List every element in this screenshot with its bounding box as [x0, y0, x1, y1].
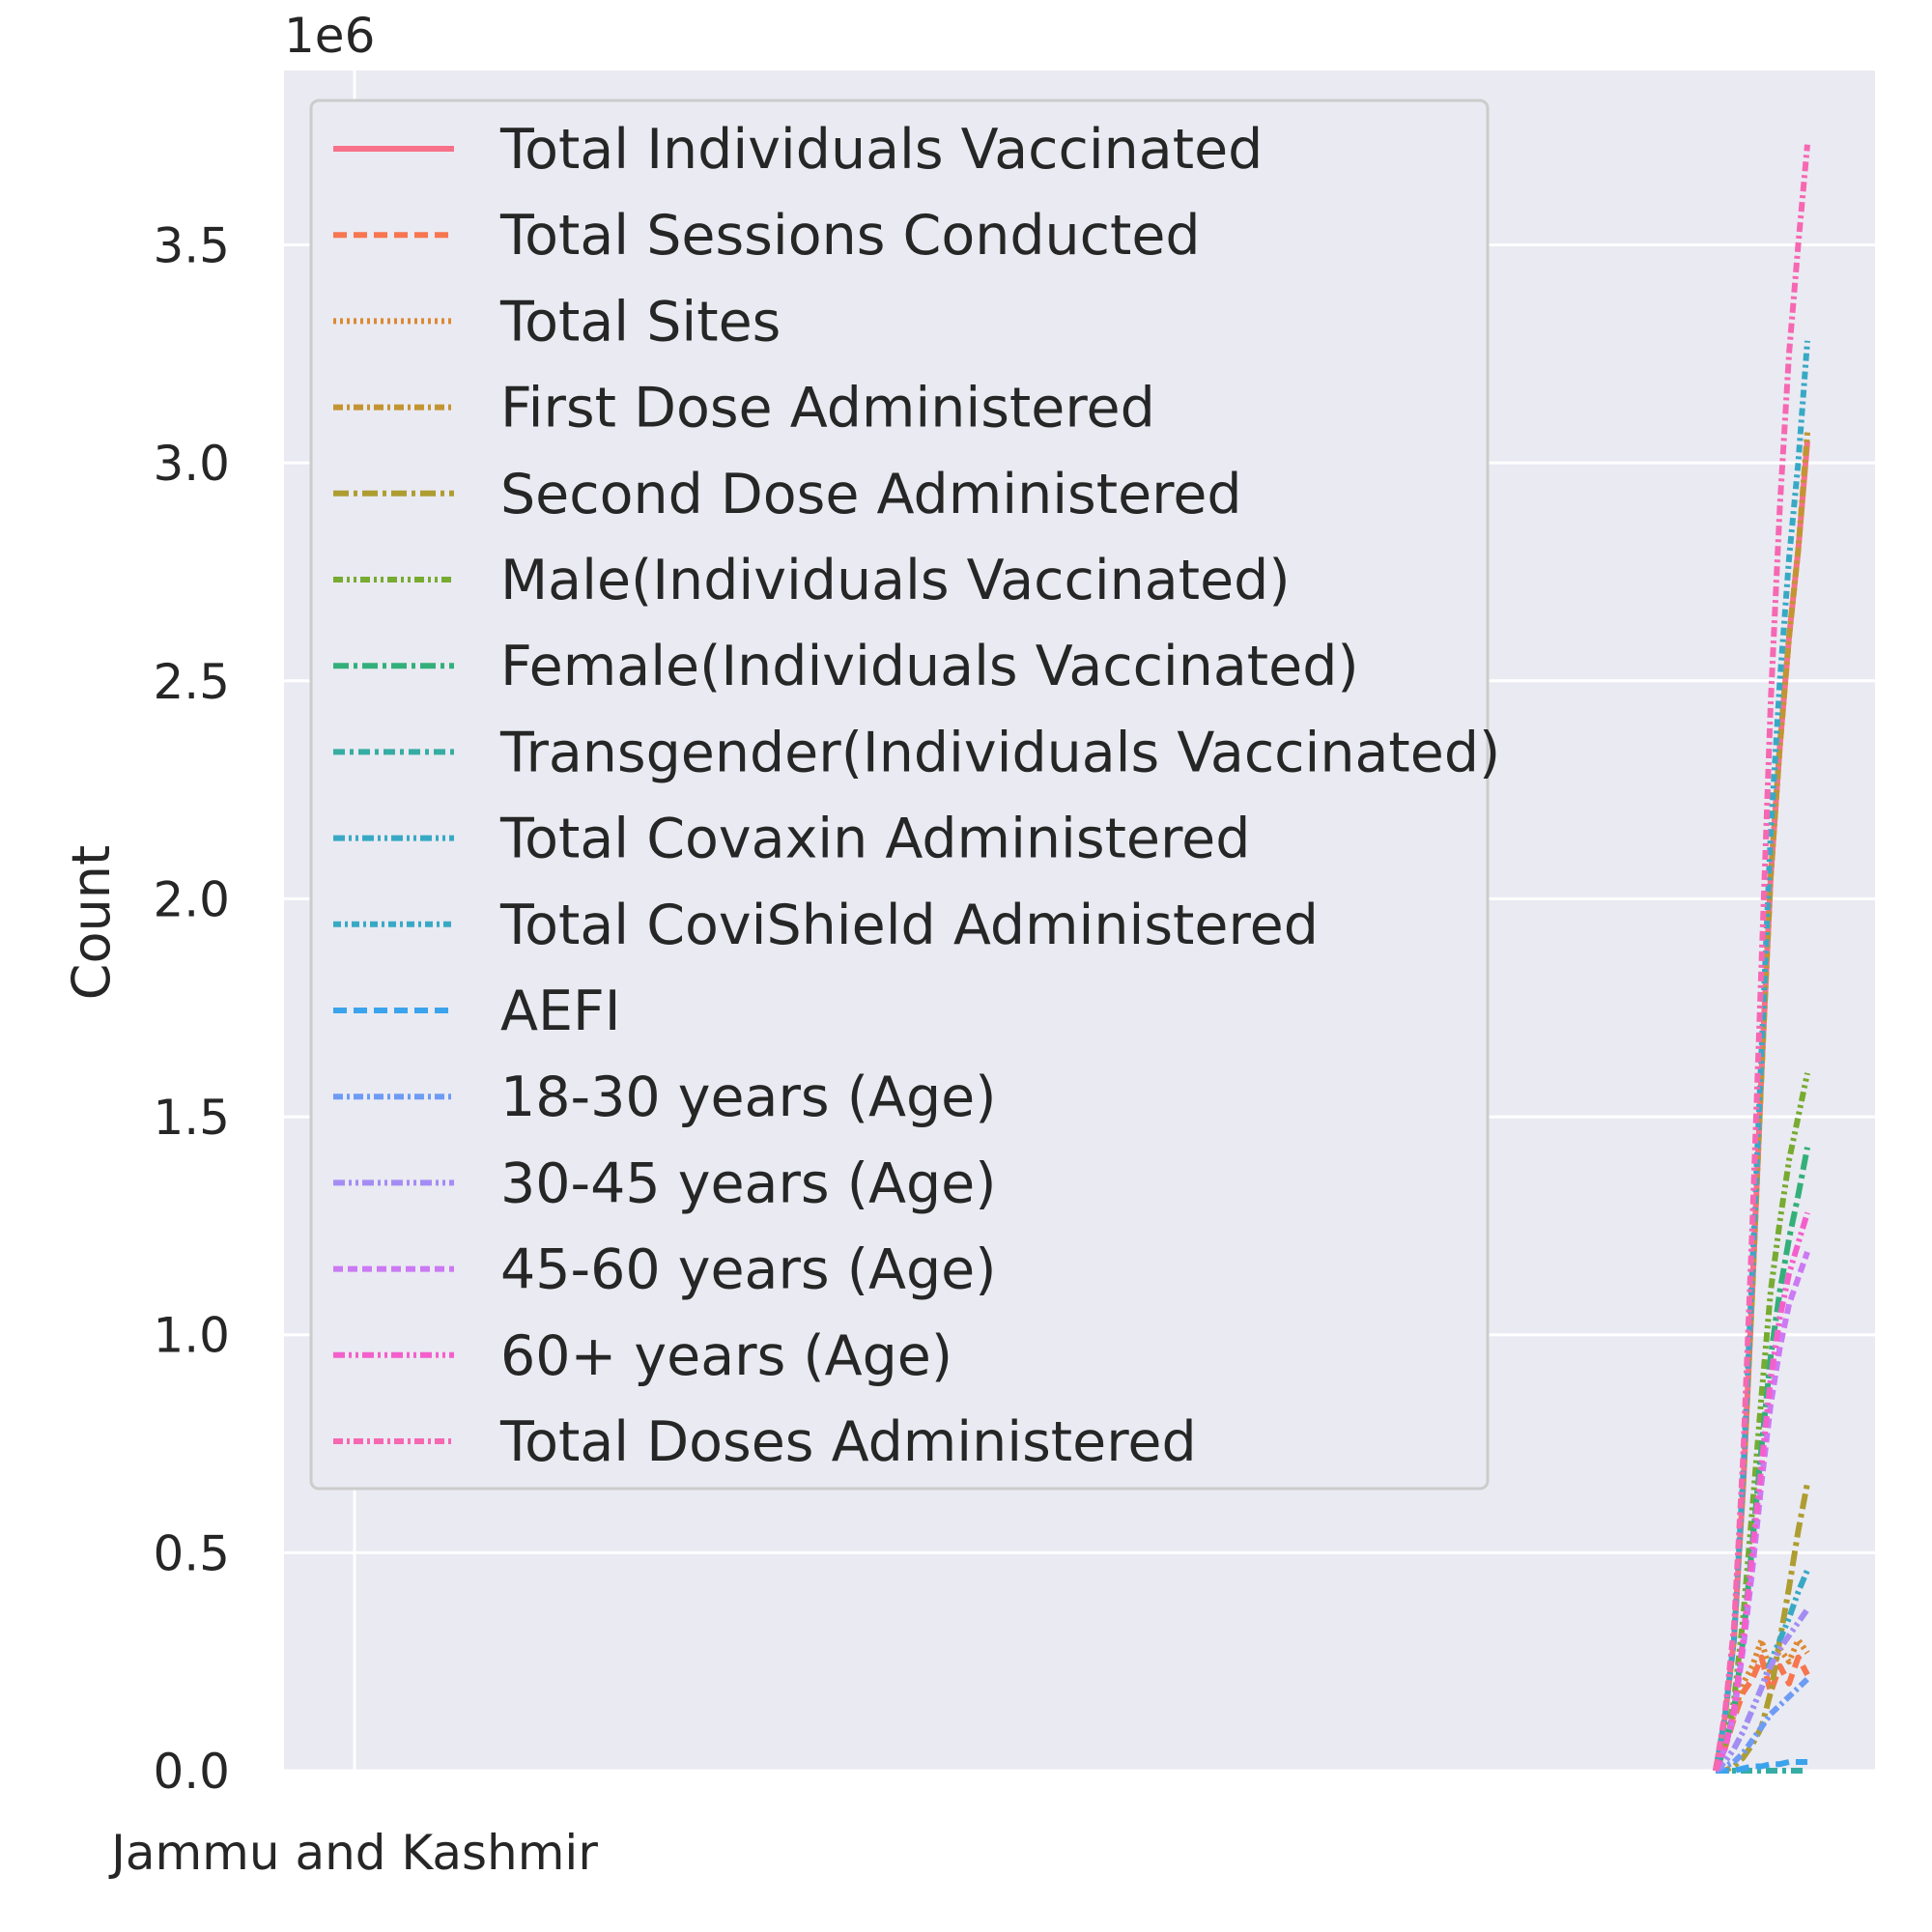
- legend-entry-label: Female(Individuals Vaccinated): [500, 635, 1359, 698]
- legend-entry-label: 60+ years (Age): [500, 1324, 952, 1388]
- y-axis-label: Count: [61, 845, 122, 1000]
- y-tick-label: 0.5: [153, 1525, 230, 1581]
- series-line: [1713, 1607, 1810, 1774]
- legend-entry-label: First Dose Administered: [500, 377, 1155, 440]
- legend-entry-label: 30-45 years (Age): [500, 1151, 996, 1215]
- legend-entry-label: Second Dose Administered: [500, 463, 1242, 526]
- series-line: [1713, 144, 1810, 1772]
- legend-entry-label: Total Sites: [499, 290, 781, 354]
- y-tick-label: 1.5: [153, 1090, 230, 1146]
- y-tick-label: 3.0: [153, 436, 230, 492]
- series-lines: [1713, 144, 1810, 1774]
- y-tick-label: 2.5: [153, 654, 230, 710]
- y-tick-label: 3.5: [153, 218, 230, 274]
- legend-entry-label: Total Doses Administered: [499, 1410, 1197, 1474]
- legend-entry-label: Total CoviShield Administered: [499, 894, 1319, 957]
- legend-entry-label: Transgender(Individuals Vaccinated): [499, 721, 1500, 784]
- legend-entry-label: Male(Individuals Vaccinated): [500, 549, 1291, 612]
- y-tick-label: 2.0: [153, 871, 230, 927]
- legend: Total Individuals Vaccinated Total Sessio…: [309, 99, 1500, 1491]
- legend-frame: [309, 99, 1490, 1491]
- legend-entry-label: 45-60 years (Age): [500, 1238, 996, 1302]
- offset-label: 1e6: [284, 8, 375, 64]
- legend-entry-label: Total Covaxin Administered: [499, 808, 1250, 871]
- y-tick-label: 1.0: [153, 1308, 230, 1364]
- legend-entry-label: AEFI: [500, 980, 621, 1043]
- legend-entry-label: Total Sessions Conducted: [499, 204, 1201, 268]
- series-line: [1714, 1677, 1810, 1774]
- legend-entry-label: 18-30 years (Age): [500, 1065, 996, 1129]
- y-tick-label: 0.0: [153, 1744, 230, 1800]
- y-tick-labels: 0.0 0.5 1.0 1.5 2.0 2.5 3.0 3.5: [153, 218, 230, 1800]
- series-line: [1713, 1072, 1810, 1772]
- legend-entry-label: Total Individuals Vaccinated: [499, 118, 1263, 182]
- series-line: [1716, 1759, 1807, 1774]
- x-tick-label: Jammu and Kashmir: [108, 1825, 598, 1881]
